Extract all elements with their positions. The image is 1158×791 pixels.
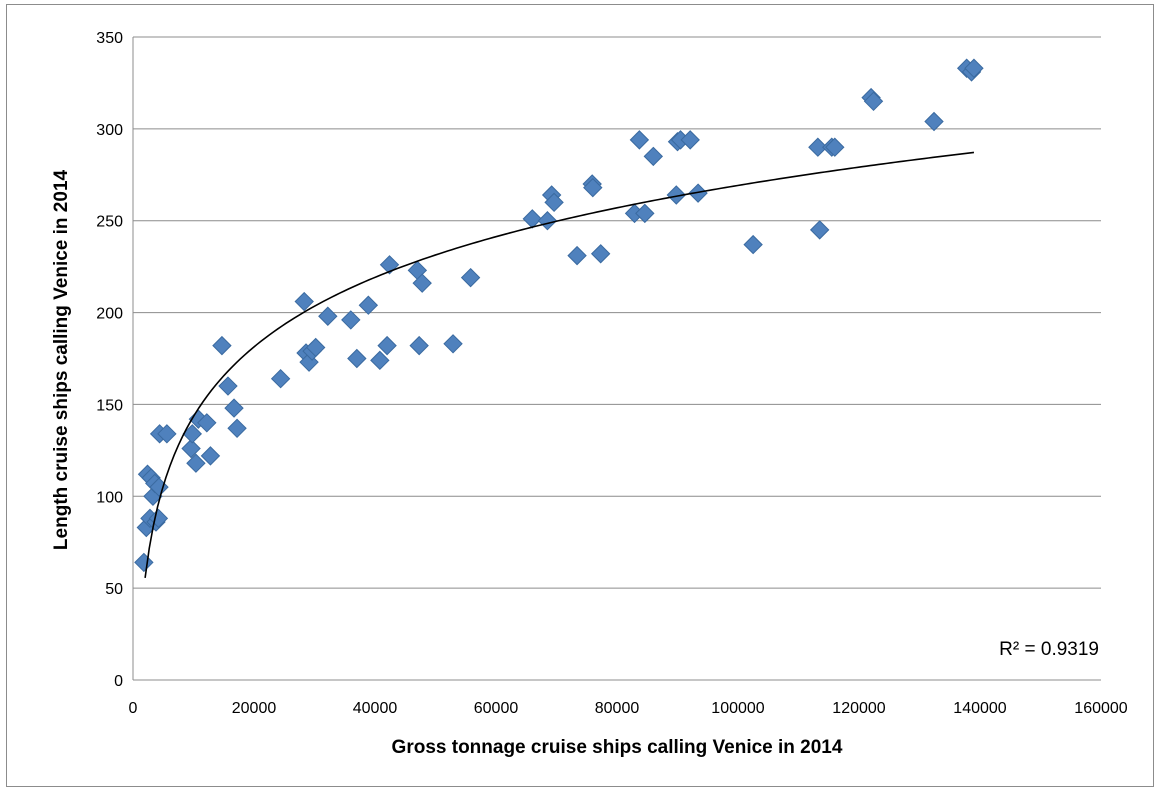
data-point (197, 413, 217, 433)
trendline (144, 151, 975, 578)
x-tick-label: 100000 (711, 700, 764, 717)
x-axis-title: Gross tonnage cruise ships calling Venic… (392, 737, 843, 758)
x-tick-label: 40000 (353, 700, 398, 717)
data-point (460, 267, 481, 288)
y-tick-label: 50 (105, 581, 123, 598)
data-point (567, 245, 587, 266)
data-point (134, 552, 154, 573)
data-point (181, 438, 201, 459)
data-point (318, 306, 338, 326)
y-tick-label: 200 (96, 306, 123, 323)
data-point (629, 130, 650, 150)
data-point (544, 192, 564, 213)
data-point (299, 352, 319, 372)
data-point (924, 111, 944, 132)
data-point (212, 335, 232, 356)
data-point (157, 424, 177, 444)
data-points (134, 58, 984, 573)
data-point (964, 58, 984, 78)
data-point (583, 177, 603, 198)
y-tick-label: 350 (96, 30, 123, 47)
y-tick-label: 300 (96, 122, 123, 139)
data-point (412, 273, 432, 293)
axes (132, 37, 1101, 681)
x-tick-label: 120000 (832, 700, 885, 717)
data-point (341, 310, 361, 330)
data-point (227, 418, 247, 439)
data-point (688, 183, 708, 203)
data-point (347, 348, 367, 369)
gridlines (133, 36, 1101, 589)
data-point (370, 350, 390, 371)
data-point (224, 398, 244, 418)
y-axis-title: Length cruise ships calling Venice in 20… (51, 169, 72, 550)
data-point (358, 295, 379, 315)
data-point (218, 376, 238, 396)
y-tick-label: 150 (96, 397, 123, 414)
data-point (825, 137, 845, 157)
x-tick-label: 140000 (953, 700, 1006, 717)
y-tick-label: 250 (96, 214, 123, 231)
y-tick-labels: 0 50 100 150 200 250 300 350 (96, 30, 123, 690)
y-tick-label: 100 (96, 489, 123, 506)
data-point (200, 446, 221, 466)
data-point (294, 291, 314, 312)
x-tick-label: 160000 (1074, 700, 1127, 717)
data-point (666, 185, 686, 205)
data-point (808, 137, 828, 157)
data-point (270, 369, 291, 389)
data-point (590, 244, 611, 264)
data-point (863, 91, 884, 112)
y-tick-label: 0 (114, 673, 123, 690)
data-point (186, 453, 206, 473)
x-tick-label: 60000 (474, 700, 519, 717)
data-point (809, 220, 830, 240)
data-point (377, 335, 397, 356)
data-point (643, 146, 664, 167)
data-point (635, 203, 655, 224)
data-point (409, 335, 429, 356)
x-tick-label: 0 (129, 700, 138, 717)
data-point (379, 255, 400, 275)
data-point (680, 130, 700, 150)
x-tick-labels: 0 20000 40000 60000 80000 100000 120000 140000 1… (129, 700, 1128, 717)
x-tick-label: 20000 (232, 700, 277, 717)
x-tick-label: 80000 (595, 700, 640, 717)
r-squared-label: R² = 0.9319 (999, 639, 1099, 660)
chart-frame (6, 4, 1154, 787)
data-point (443, 334, 463, 354)
data-point (743, 234, 763, 255)
data-point (537, 211, 558, 231)
data-point (306, 337, 326, 358)
